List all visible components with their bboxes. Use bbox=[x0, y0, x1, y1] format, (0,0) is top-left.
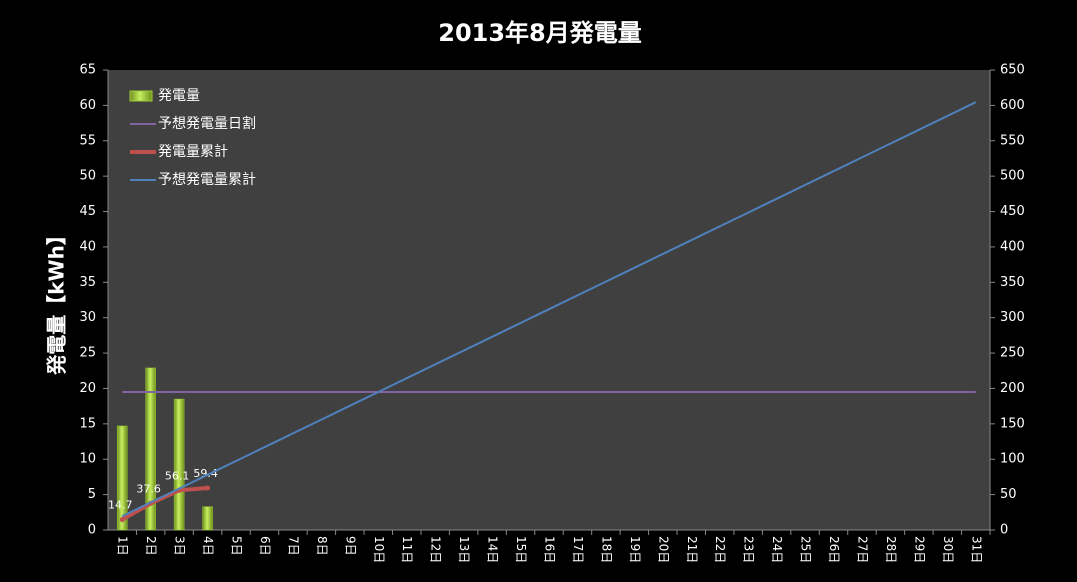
y2-tick-label: 450 bbox=[1000, 204, 1025, 219]
y-tick-label: 30 bbox=[79, 310, 96, 325]
chart-title: 2013年8月発電量 bbox=[438, 19, 642, 47]
x-tick-label: 19日 bbox=[628, 536, 642, 563]
y2-tick-label: 650 bbox=[1000, 63, 1025, 78]
legend-label: 発電量累計 bbox=[158, 144, 228, 160]
x-tick-label: 28日 bbox=[884, 536, 898, 563]
x-tick-label: 26日 bbox=[827, 536, 841, 563]
y-tick-label: 5 bbox=[88, 487, 96, 502]
y2-tick-label: 550 bbox=[1000, 133, 1025, 148]
x-tick-label: 12日 bbox=[429, 536, 443, 563]
legend-label: 予想発電量累計 bbox=[158, 172, 256, 188]
line bbox=[121, 101, 977, 518]
y-tick-label: 0 bbox=[88, 523, 96, 538]
x-tick-label: 4日 bbox=[201, 536, 215, 556]
y-tick-label: 55 bbox=[79, 133, 96, 148]
y-axis-label: 発電量【kWh】 bbox=[45, 225, 69, 376]
bar bbox=[202, 506, 213, 531]
x-tick-label: 2日 bbox=[144, 536, 158, 556]
bar bbox=[173, 398, 185, 531]
y-tick-label: 50 bbox=[79, 169, 96, 184]
x-tick-label: 27日 bbox=[855, 536, 869, 563]
x-tick-label: 23日 bbox=[742, 536, 756, 563]
y2-tick-label: 500 bbox=[1000, 169, 1025, 184]
bar bbox=[145, 367, 156, 531]
data-label: 56.1 bbox=[165, 469, 190, 482]
y-tick-label: 20 bbox=[79, 381, 96, 396]
x-tick-label: 10日 bbox=[372, 536, 386, 563]
x-tick-label: 25日 bbox=[799, 536, 813, 563]
y-tick-label: 10 bbox=[79, 452, 96, 467]
line bbox=[121, 485, 208, 522]
y-tick-label: 65 bbox=[79, 63, 96, 78]
x-tick-label: 7日 bbox=[286, 536, 300, 556]
y2-tick-label: 400 bbox=[1000, 239, 1025, 254]
y2-tick-label: 250 bbox=[1000, 346, 1025, 361]
data-label: 59.4 bbox=[193, 467, 218, 480]
y2-tick-label: 150 bbox=[1000, 416, 1025, 431]
y-tick-label: 25 bbox=[79, 346, 96, 361]
legend-swatch bbox=[129, 90, 153, 102]
x-tick-label: 24日 bbox=[770, 536, 784, 563]
x-tick-label: 16日 bbox=[543, 536, 557, 563]
plot-area bbox=[108, 70, 990, 530]
x-tick-label: 1日 bbox=[116, 536, 130, 556]
line-marker bbox=[205, 485, 211, 491]
x-tick-label: 31日 bbox=[969, 536, 983, 563]
x-tick-label: 13日 bbox=[457, 536, 471, 563]
x-tick-label: 20日 bbox=[656, 536, 670, 563]
y-tick-label: 15 bbox=[79, 416, 96, 431]
x-tick-label: 30日 bbox=[941, 536, 955, 563]
x-tick-label: 15日 bbox=[514, 536, 528, 563]
data-label: 37.6 bbox=[136, 482, 161, 495]
data-label: 14.7 bbox=[108, 499, 133, 512]
x-tick-label: 6日 bbox=[258, 536, 272, 556]
y2-tick-label: 600 bbox=[1000, 98, 1025, 113]
line-marker bbox=[119, 517, 125, 523]
x-tick-label: 21日 bbox=[685, 536, 699, 563]
legend-label: 発電量 bbox=[158, 88, 200, 104]
x-tick-label: 5日 bbox=[230, 536, 244, 556]
x-tick-label: 17日 bbox=[571, 536, 585, 563]
bar bbox=[116, 425, 128, 531]
x-tick-label: 9日 bbox=[343, 536, 357, 556]
y2-tick-label: 200 bbox=[1000, 381, 1025, 396]
y2-tick-label: 50 bbox=[1000, 487, 1017, 502]
y-tick-label: 35 bbox=[79, 275, 96, 290]
y2-tick-label: 100 bbox=[1000, 452, 1025, 467]
legend-label: 予想発電量日割 bbox=[158, 115, 256, 132]
y-tick-label: 40 bbox=[79, 239, 96, 254]
x-tick-label: 22日 bbox=[713, 536, 727, 563]
y2-tick-label: 0 bbox=[1000, 523, 1008, 538]
x-tick-label: 18日 bbox=[599, 536, 613, 563]
x-tick-label: 3日 bbox=[173, 536, 187, 556]
x-tick-label: 14日 bbox=[486, 536, 500, 563]
y-tick-label: 45 bbox=[79, 204, 96, 219]
x-tick-label: 11日 bbox=[400, 536, 414, 563]
y2-tick-label: 350 bbox=[1000, 275, 1025, 290]
x-tick-label: 29日 bbox=[912, 536, 926, 563]
x-tick-label: 8日 bbox=[315, 536, 329, 556]
y2-tick-label: 300 bbox=[1000, 310, 1025, 325]
y-tick-label: 60 bbox=[79, 98, 96, 113]
